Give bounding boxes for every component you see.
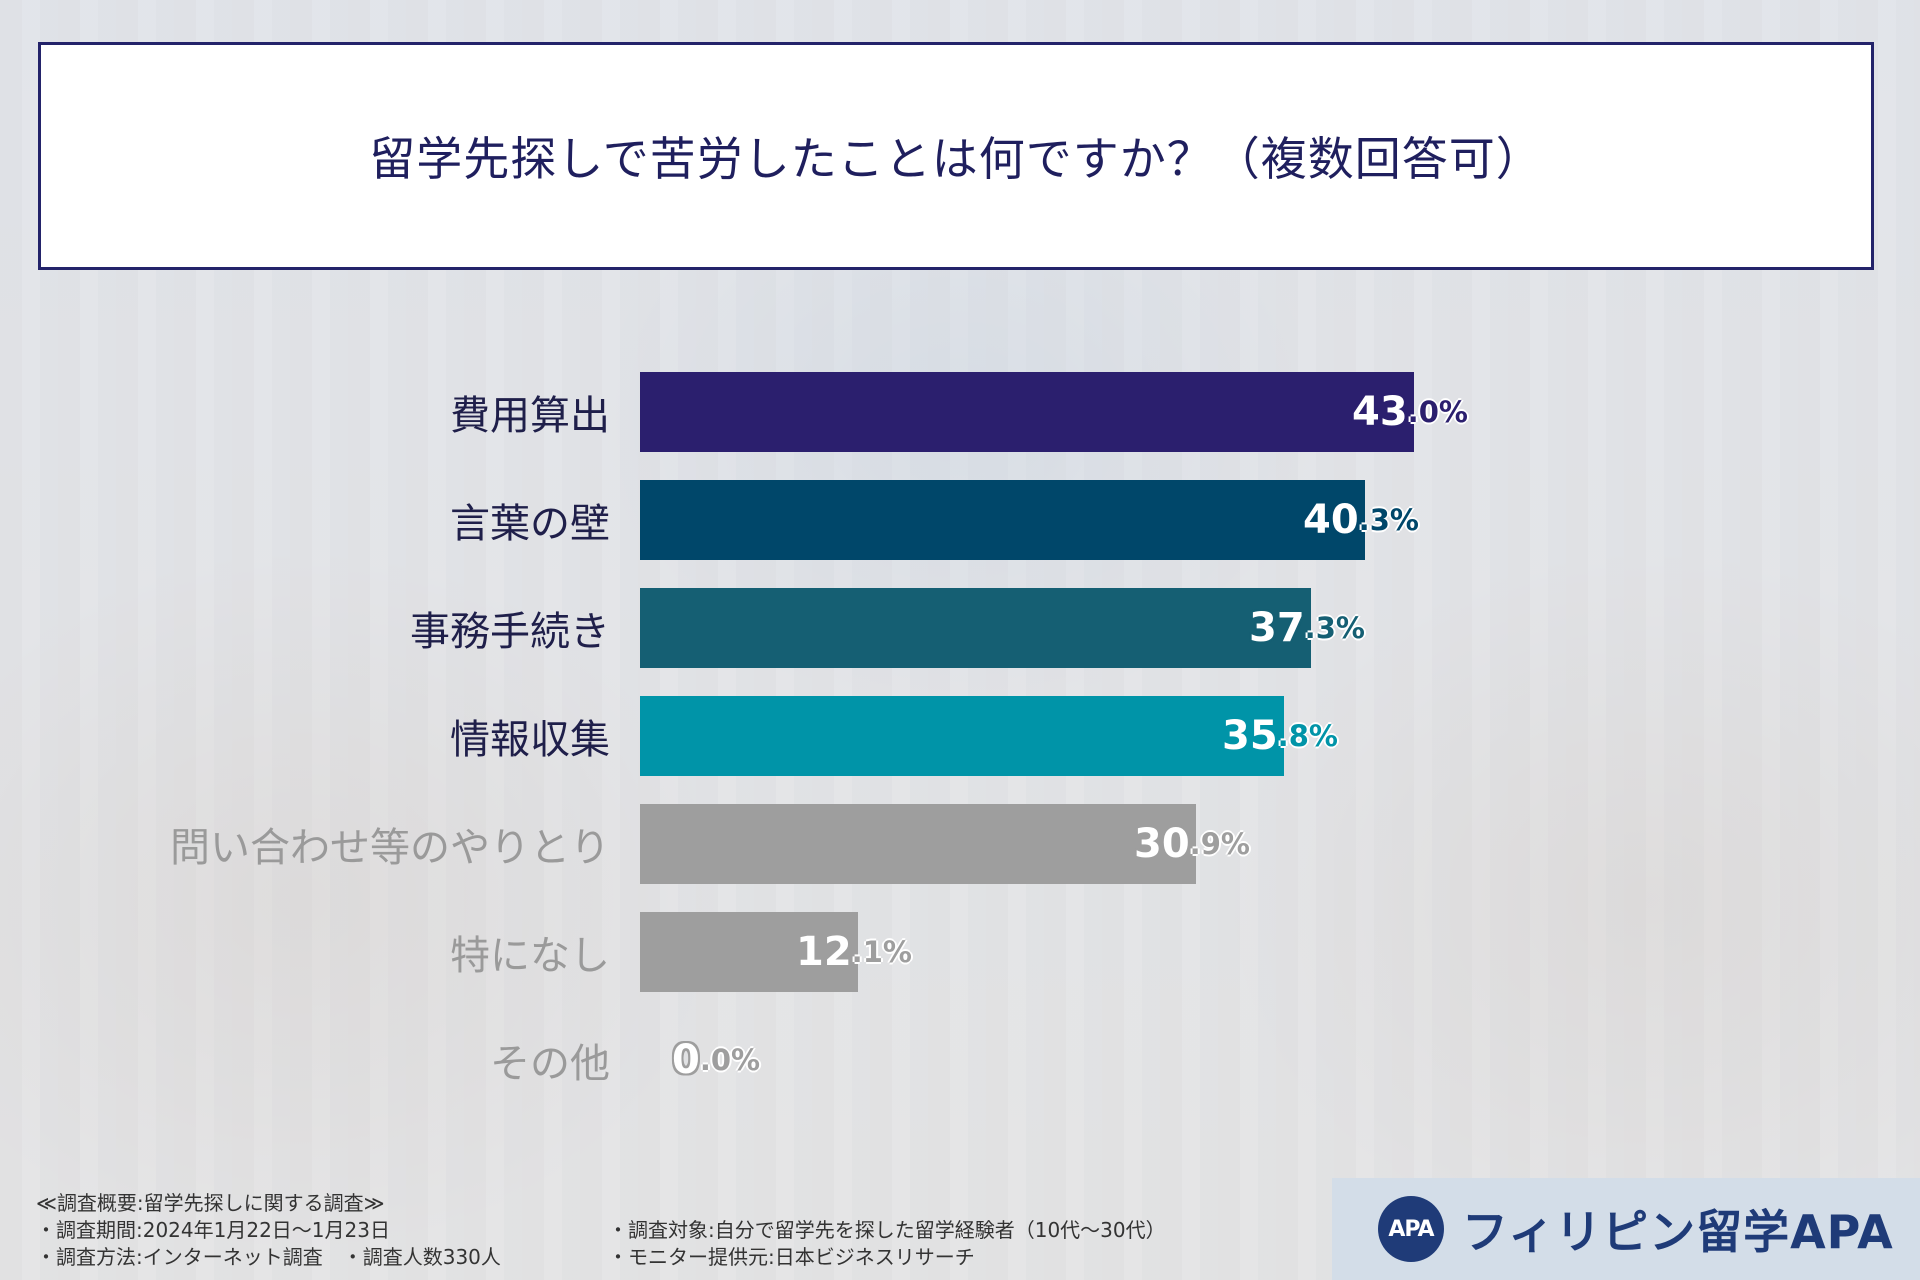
bar: [640, 804, 1196, 884]
survey-provider: ・モニター提供元:日本ビジネスリサーチ: [608, 1245, 975, 1269]
value-label: 37.3%: [1249, 605, 1365, 651]
value-label: 35.8%: [1222, 713, 1338, 759]
title-box: 留学先探しで苦労したことは何ですか？（複数回答可）: [38, 42, 1874, 270]
value-label: 40.3%: [1303, 497, 1419, 543]
value-label: 30.9%: [1134, 821, 1250, 867]
survey-summary: ≪調査概要:留学先探しに関する調査≫ ・調査期間:2024年1月22日〜1月23…: [36, 1190, 501, 1271]
category-label: 費用算出: [450, 393, 610, 439]
category-label: 事務手続き: [410, 609, 610, 655]
survey-method: ・調査方法:インターネット調査 ・調査人数330人: [36, 1245, 501, 1269]
bar: [640, 372, 1414, 452]
value-label: 0.0%: [672, 1037, 761, 1083]
category-label: 情報収集: [450, 717, 610, 763]
survey-details: ・調査対象:自分で留学先を探した留学経験者（10代〜30代） ・モニター提供元:…: [608, 1217, 1166, 1271]
value-label: 12.1%: [796, 929, 912, 975]
bar: [640, 912, 858, 992]
bar: [640, 588, 1311, 668]
survey-period: ・調査期間:2024年1月22日〜1月23日: [36, 1218, 390, 1242]
bar: [640, 480, 1365, 560]
category-label: 問い合わせ等のやりとり: [170, 825, 610, 871]
brand-logo: APA フィリピン留学APA: [1332, 1178, 1920, 1280]
value-label: 43.0%: [1352, 389, 1468, 435]
apa-logo-icon: APA: [1378, 1196, 1444, 1262]
category-label: 特になし: [450, 933, 610, 979]
brand-name: フィリピン留学APA: [1462, 1205, 1894, 1259]
bar: [640, 696, 1284, 776]
category-label: その他: [490, 1041, 610, 1087]
chart-title: 留学先探しで苦労したことは何ですか？（複数回答可）: [369, 132, 1543, 186]
survey-target: ・調査対象:自分で留学先を探した留学経験者（10代〜30代）: [608, 1218, 1166, 1242]
survey-heading: ≪調査概要:留学先探しに関する調査≫: [36, 1191, 385, 1215]
category-label: 言葉の壁: [450, 501, 610, 547]
